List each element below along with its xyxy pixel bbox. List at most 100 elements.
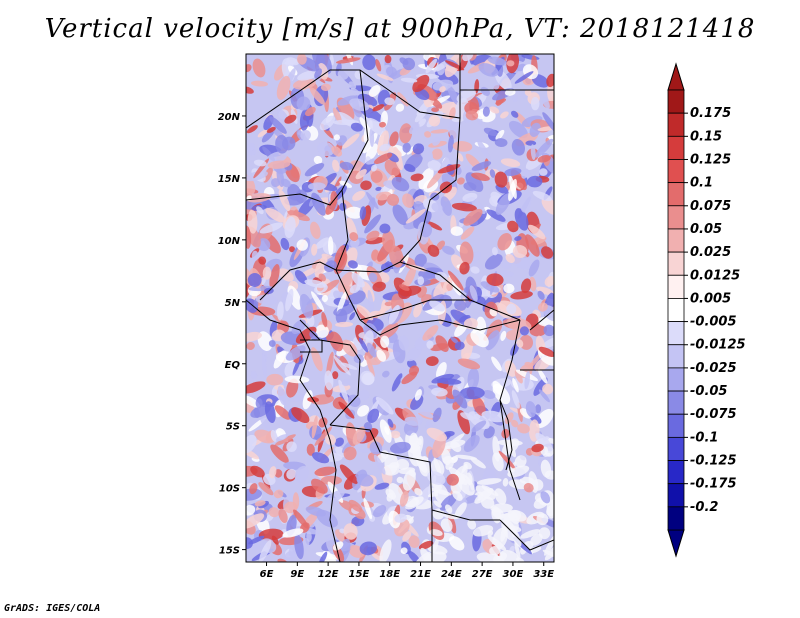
velocity-cell	[476, 138, 491, 161]
velocity-cell	[390, 430, 401, 439]
colorbar-max-arrow	[667, 62, 685, 91]
colorbar: 0.175 0.15 0.125 0.1 0.075 0.05 0.025 0.0125 0.0…	[667, 62, 746, 558]
velocity-cell	[340, 362, 358, 370]
velocity-cell	[249, 483, 258, 495]
velocity-cell	[470, 266, 480, 274]
lat-tick-label: EQ	[225, 360, 241, 371]
velocity-cell	[372, 104, 385, 112]
velocity-cell	[314, 68, 323, 79]
velocity-cell	[430, 529, 443, 537]
velocity-cell	[348, 81, 357, 90]
velocity-cell	[370, 170, 383, 183]
velocity-cell	[508, 178, 517, 202]
velocity-cell	[425, 356, 439, 367]
velocity-cell	[379, 539, 392, 562]
velocity-cell	[502, 478, 509, 487]
velocity-cell	[537, 302, 548, 312]
velocity-cell	[507, 465, 530, 478]
velocity-cell	[320, 475, 342, 485]
velocity-cell	[347, 260, 358, 269]
velocity-cell	[541, 96, 550, 109]
velocity-cell	[535, 432, 553, 452]
colorbar-segment	[667, 483, 685, 508]
velocity-cell	[321, 311, 328, 328]
velocity-cell	[349, 284, 361, 294]
velocity-cell	[539, 168, 548, 176]
velocity-cell	[291, 319, 306, 335]
velocity-cell	[450, 336, 459, 344]
velocity-cell	[471, 199, 486, 215]
velocity-cell	[426, 427, 448, 442]
colorbar-label: -0.0125	[690, 338, 746, 353]
lat-tick-label: 15N	[218, 174, 241, 185]
velocity-cell	[335, 57, 361, 64]
velocity-cell	[392, 204, 408, 226]
velocity-cell	[296, 96, 311, 111]
velocity-cell	[246, 513, 265, 529]
velocity-cell	[362, 54, 376, 71]
velocity-cell	[431, 107, 439, 112]
colorbar-label: 0.0125	[690, 268, 740, 283]
velocity-cell	[384, 97, 395, 106]
map-axes: 6E 9E 12E 15E 18E 21E 24E 27E 30E 33E 20N 15N 10N 5N E…	[218, 112, 555, 580]
border-car	[335, 261, 521, 321]
velocity-cell	[315, 552, 341, 560]
velocity-cell	[314, 466, 337, 477]
velocity-cell	[292, 356, 302, 376]
velocity-cell	[350, 122, 363, 132]
velocity-cell	[420, 547, 434, 562]
velocity-cell	[431, 387, 448, 397]
lon-tick-label: 18E	[379, 569, 400, 580]
velocity-cell	[359, 117, 368, 129]
colorbar-segment	[667, 205, 685, 230]
velocity-cell	[289, 246, 295, 253]
velocity-cell	[525, 140, 537, 146]
velocity-cell	[274, 434, 296, 446]
velocity-cell	[333, 355, 351, 376]
velocity-cell	[452, 389, 468, 409]
velocity-cell	[536, 286, 554, 295]
velocity-cell	[270, 444, 289, 463]
velocity-cell	[403, 163, 416, 173]
lon-tick-label: 9E	[290, 569, 304, 580]
velocity-cell	[492, 380, 504, 395]
velocity-cell	[280, 178, 291, 188]
velocity-cell	[321, 294, 329, 303]
lon-tick-label: 24E	[441, 569, 462, 580]
velocity-cell	[424, 131, 432, 138]
velocity-cell	[338, 401, 355, 419]
velocity-cell	[410, 173, 424, 182]
colorbar-segment	[667, 506, 685, 531]
velocity-cell	[505, 253, 515, 264]
velocity-cell	[268, 340, 276, 347]
velocity-cell	[376, 349, 387, 362]
velocity-cell	[528, 259, 540, 277]
lat-tick-label: 5S	[226, 422, 240, 433]
velocity-cell	[399, 123, 413, 144]
velocity-cell	[459, 241, 474, 265]
velocity-cell	[523, 482, 534, 493]
velocity-cell	[457, 152, 464, 162]
lat-tick-label: 20N	[218, 112, 241, 123]
velocity-cell	[470, 329, 489, 348]
velocity-cell	[529, 122, 541, 137]
velocity-cell	[366, 230, 380, 241]
velocity-cell	[500, 330, 507, 341]
colorbar-label: -0.075	[690, 407, 737, 422]
velocity-cell	[431, 148, 443, 160]
lon-tick-label: 15E	[349, 569, 370, 580]
velocity-cell	[309, 87, 325, 105]
velocity-cell	[506, 60, 515, 67]
velocity-cell	[482, 106, 490, 117]
velocity-cell	[311, 192, 326, 216]
velocity-cell	[537, 290, 545, 300]
velocity-cell	[430, 487, 452, 496]
colorbar-segment	[667, 436, 685, 461]
velocity-cell	[337, 95, 358, 106]
velocity-cell	[397, 92, 409, 107]
velocity-cell	[472, 396, 486, 416]
velocity-cell	[255, 294, 278, 305]
velocity-cell	[510, 343, 520, 356]
velocity-cell	[285, 288, 294, 312]
velocity-cell	[374, 482, 390, 490]
